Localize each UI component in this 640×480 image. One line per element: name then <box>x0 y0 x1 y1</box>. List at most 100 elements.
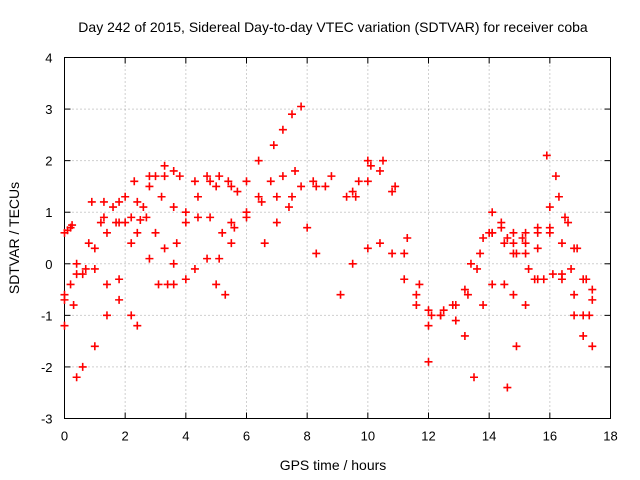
data-point <box>96 218 105 227</box>
data-point <box>102 280 111 289</box>
data-point <box>509 228 518 237</box>
data-point <box>564 218 573 227</box>
data-point <box>570 311 579 320</box>
series-arc-20 <box>451 280 518 382</box>
data-point <box>181 218 190 227</box>
data-point <box>72 270 81 279</box>
data-point <box>488 280 497 289</box>
data-point <box>272 192 281 201</box>
data-point <box>127 239 136 248</box>
data-point <box>588 295 597 304</box>
series-arc-15 <box>336 239 433 330</box>
data-point <box>139 203 148 212</box>
data-point <box>539 275 548 284</box>
data-point <box>503 234 512 242</box>
data-point <box>588 285 597 294</box>
data-point <box>400 275 409 284</box>
data-point <box>78 362 87 371</box>
data-point <box>479 301 488 310</box>
data-point <box>68 221 77 230</box>
data-point <box>269 141 278 150</box>
axis-ticks <box>64 57 611 419</box>
x-tick-label: 6 <box>243 429 250 444</box>
data-point <box>579 275 588 284</box>
data-point <box>451 301 460 310</box>
data-point <box>127 213 136 222</box>
x-tick-label: 18 <box>603 429 617 444</box>
data-point <box>203 172 212 181</box>
data-point <box>379 156 387 165</box>
data-point <box>102 311 111 320</box>
data-point <box>72 373 81 382</box>
data-point <box>133 228 142 237</box>
data-point <box>460 331 469 340</box>
data-point <box>521 239 530 248</box>
data-point <box>327 172 336 181</box>
data-point <box>354 177 363 186</box>
data-point <box>160 244 169 253</box>
data-point <box>542 151 551 160</box>
series-arc-3 <box>60 264 142 330</box>
data-point <box>530 275 539 284</box>
series-arc-9 <box>172 172 242 248</box>
series-arc-4 <box>60 192 230 299</box>
data-point <box>60 290 69 299</box>
data-point <box>102 228 111 237</box>
data-point <box>375 239 384 248</box>
data-point <box>133 321 142 330</box>
data-point <box>169 203 178 212</box>
y-tick-label: -3 <box>41 412 53 427</box>
data-point <box>278 125 287 134</box>
data-point <box>470 373 478 382</box>
data-point <box>463 290 472 299</box>
data-point <box>533 244 542 253</box>
data-point <box>509 290 518 299</box>
series-arc-14 <box>312 156 372 201</box>
data-point <box>473 264 482 273</box>
data-point <box>412 290 421 299</box>
data-point <box>439 306 448 315</box>
data-point <box>554 192 563 201</box>
data-point <box>388 187 397 196</box>
data-point <box>69 301 78 310</box>
data-point <box>476 249 485 258</box>
data-point <box>451 316 460 325</box>
chart-title: Day 242 of 2015, Sidereal Day-to-day VTE… <box>78 19 588 35</box>
y-tick-label: -2 <box>41 360 53 375</box>
data-point <box>99 197 108 206</box>
data-point <box>133 197 142 206</box>
data-point <box>579 331 588 340</box>
data-point <box>203 254 212 263</box>
data-point <box>160 172 169 181</box>
data-point <box>500 280 509 289</box>
data-point <box>348 259 357 268</box>
x-tick-label: 12 <box>421 429 435 444</box>
data-point <box>90 264 99 273</box>
data-point <box>312 182 321 191</box>
data-point <box>145 182 154 191</box>
data-point <box>272 218 281 227</box>
data-point <box>524 264 533 273</box>
data-point <box>363 156 372 165</box>
data-point <box>291 166 300 175</box>
data-point <box>227 182 236 191</box>
data-point <box>561 213 569 222</box>
data-point <box>175 172 184 181</box>
data-point <box>145 172 154 181</box>
data-point <box>193 192 202 201</box>
data-markers <box>60 102 597 392</box>
data-point <box>363 244 372 253</box>
data-point <box>172 239 181 248</box>
y-tick-label: 1 <box>45 205 52 220</box>
data-point <box>212 280 221 289</box>
data-point <box>363 177 372 186</box>
data-point <box>233 187 242 196</box>
series-arc-6 <box>87 197 178 289</box>
data-point <box>288 110 296 119</box>
x-tick-label: 4 <box>182 429 189 444</box>
data-point <box>151 228 160 237</box>
data-point <box>518 234 527 242</box>
data-point <box>115 197 124 206</box>
data-point <box>121 192 130 201</box>
data-point <box>227 218 236 227</box>
